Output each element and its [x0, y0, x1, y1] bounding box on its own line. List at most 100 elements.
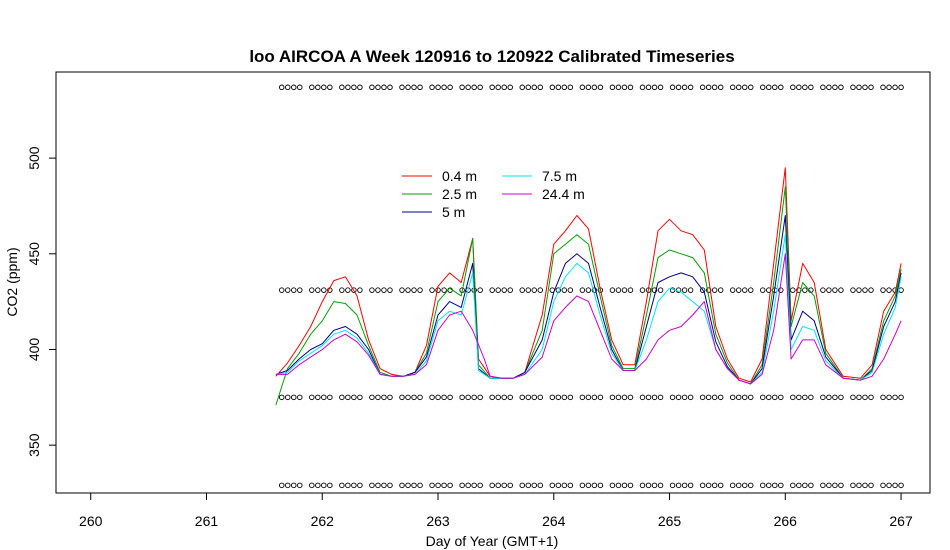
- marker-point: [405, 482, 411, 489]
- marker-point: [717, 287, 724, 293]
- marker-point: [579, 482, 586, 489]
- marker-point: [699, 84, 706, 91]
- marker-point: [339, 287, 345, 293]
- marker-point: [429, 482, 435, 489]
- marker-point: [315, 287, 321, 293]
- marker-point: [639, 287, 646, 293]
- series-line: [275, 186, 902, 406]
- marker-point: [639, 482, 646, 489]
- marker-point: [766, 287, 772, 293]
- marker-point: [387, 287, 393, 293]
- marker-point: [525, 482, 532, 489]
- marker-point: [489, 84, 495, 91]
- marker-point: [669, 394, 676, 401]
- marker-point: [381, 394, 387, 401]
- marker-point: [856, 287, 862, 293]
- marker-point: [796, 394, 802, 401]
- marker-point: [796, 482, 802, 489]
- marker-point: [766, 482, 772, 489]
- marker-point: [297, 394, 303, 401]
- marker-point: [802, 84, 808, 91]
- y-axis-label: CO2 (ppm): [4, 247, 20, 316]
- marker-point: [561, 287, 568, 293]
- marker-point: [699, 482, 706, 489]
- marker-point: [345, 482, 351, 489]
- marker-point: [790, 287, 796, 293]
- marker-point: [579, 287, 586, 293]
- marker-point: [808, 394, 814, 401]
- x-tick-label: 264: [542, 513, 566, 529]
- marker-point: [507, 482, 513, 489]
- marker-point: [687, 287, 694, 293]
- marker-point: [862, 482, 868, 489]
- marker-point: [760, 287, 766, 293]
- marker-point: [856, 482, 862, 489]
- marker-point: [802, 482, 808, 489]
- marker-point: [615, 287, 622, 293]
- marker-point: [441, 84, 447, 91]
- marker-point: [519, 84, 525, 91]
- marker-point: [291, 482, 297, 489]
- marker-point: [681, 287, 688, 293]
- marker-point: [327, 482, 333, 489]
- chart-title: loo AIRCOA A Week 120916 to 120922 Calib…: [249, 47, 734, 66]
- marker-point: [621, 394, 628, 401]
- y-tick-label: 450: [26, 242, 42, 266]
- marker-point: [309, 482, 315, 489]
- marker-point: [790, 84, 796, 91]
- marker-point: [507, 84, 513, 91]
- marker-point: [615, 84, 622, 91]
- legend-label: 2.5 m: [442, 186, 477, 202]
- marker-point: [826, 287, 832, 293]
- marker-point: [531, 482, 538, 489]
- marker-point: [772, 482, 778, 489]
- marker-point: [387, 482, 393, 489]
- marker-point: [892, 84, 898, 91]
- marker-point: [669, 482, 676, 489]
- marker-point: [459, 394, 465, 401]
- marker-point: [832, 84, 838, 91]
- marker-point: [567, 482, 574, 489]
- marker-point: [387, 84, 393, 91]
- marker-point: [501, 84, 507, 91]
- marker-point: [459, 482, 465, 489]
- marker-point: [862, 84, 868, 91]
- marker-rows: [278, 84, 904, 489]
- marker-point: [387, 394, 393, 401]
- marker-point: [591, 394, 598, 401]
- marker-point: [501, 482, 507, 489]
- marker-point: [862, 287, 868, 293]
- marker-point: [868, 287, 874, 293]
- marker-point: [465, 394, 471, 401]
- marker-point: [687, 394, 694, 401]
- marker-point: [657, 482, 664, 489]
- x-axis-label: Day of Year (GMT+1): [426, 533, 559, 549]
- marker-point: [435, 394, 441, 401]
- marker-point: [339, 394, 345, 401]
- marker-point: [717, 84, 724, 91]
- marker-point: [886, 482, 892, 489]
- marker-point: [429, 287, 435, 293]
- marker-point: [886, 394, 892, 401]
- marker-point: [687, 482, 694, 489]
- marker-point: [898, 394, 904, 401]
- y-tick-label: 350: [26, 433, 42, 457]
- x-tick-label: 262: [311, 513, 335, 529]
- marker-point: [681, 394, 688, 401]
- marker-point: [772, 394, 778, 401]
- marker-point: [417, 394, 423, 401]
- marker-point: [747, 394, 754, 401]
- legend-label: 0.4 m: [442, 168, 477, 184]
- marker-point: [297, 482, 303, 489]
- marker-point: [309, 287, 315, 293]
- marker-point: [892, 482, 898, 489]
- marker-point: [651, 394, 658, 401]
- marker-point: [555, 394, 562, 401]
- marker-point: [507, 394, 513, 401]
- marker-point: [832, 394, 838, 401]
- marker-point: [519, 482, 525, 489]
- marker-point: [501, 394, 507, 401]
- marker-point: [591, 482, 598, 489]
- marker-point: [711, 287, 718, 293]
- marker-point: [351, 482, 357, 489]
